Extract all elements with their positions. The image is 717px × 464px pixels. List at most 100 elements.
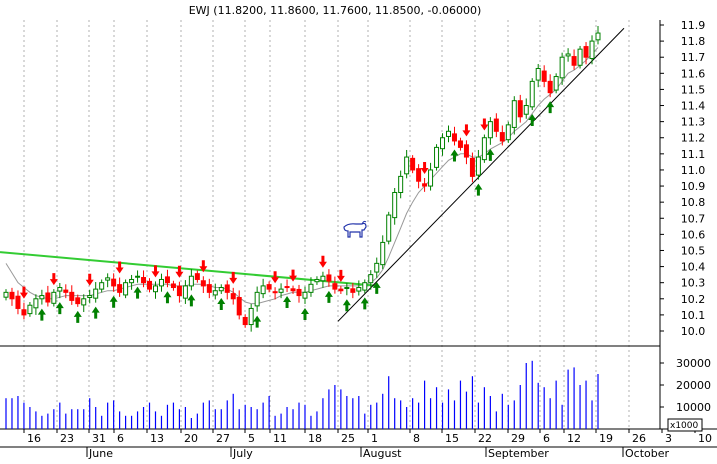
buy-arrow	[474, 183, 483, 196]
candle	[595, 25, 601, 45]
candle	[547, 74, 553, 98]
date-tick-label: 27	[216, 432, 230, 445]
buy-arrow	[163, 291, 172, 304]
candle-body	[595, 32, 601, 41]
candle-body	[463, 144, 469, 158]
candle	[511, 96, 517, 135]
candle-body	[535, 67, 541, 81]
candle-body	[356, 287, 362, 292]
candle-body	[499, 132, 505, 142]
candles-layer	[3, 25, 601, 332]
candle	[571, 49, 577, 70]
candle	[529, 78, 535, 111]
candle-body	[218, 287, 224, 292]
candle-body	[15, 295, 21, 309]
price-tick-label: 11.6	[681, 67, 706, 80]
candle	[344, 283, 350, 296]
candle-body	[33, 298, 39, 309]
buy-arrow	[109, 295, 118, 308]
candle	[380, 235, 386, 270]
candle	[422, 178, 428, 192]
bull-icon	[343, 220, 367, 238]
trend-lines-layer	[0, 27, 625, 322]
candle-body	[260, 285, 266, 295]
candle	[541, 65, 547, 88]
candle-body	[589, 40, 595, 59]
candle-body	[529, 80, 535, 108]
candle-body	[164, 276, 170, 284]
price-tick-label: 10.5	[681, 244, 706, 257]
candle	[176, 281, 182, 303]
chart-frame	[0, 20, 717, 448]
candle	[39, 289, 45, 305]
candle	[266, 281, 272, 293]
candle	[589, 35, 595, 65]
candle	[505, 121, 511, 143]
candle	[147, 278, 153, 293]
candle-body	[380, 241, 386, 266]
candle	[386, 211, 392, 245]
buy-arrow	[528, 114, 537, 127]
candle	[559, 52, 565, 85]
sell-arrow	[49, 273, 58, 286]
candle-body	[314, 278, 320, 283]
sell-arrow	[271, 271, 280, 284]
candle-body	[457, 140, 463, 148]
candle-body	[206, 284, 212, 293]
candle	[565, 48, 571, 62]
candle-body	[129, 278, 135, 284]
candle-body	[344, 287, 350, 290]
candle	[272, 287, 278, 300]
buy-arrow	[73, 310, 82, 323]
date-tick-label: 16	[27, 432, 41, 445]
candle-body	[332, 283, 338, 290]
candle	[499, 125, 505, 146]
candle	[410, 155, 416, 174]
candle	[75, 294, 81, 307]
candle-body	[176, 285, 182, 297]
candle-body	[392, 191, 398, 219]
candle-body	[182, 285, 188, 299]
candle-body	[117, 284, 123, 293]
buy-arrow	[55, 302, 64, 315]
price-tick-label: 11.9	[681, 19, 706, 32]
candle	[523, 98, 529, 119]
candle-body	[481, 137, 487, 161]
up-trend-line	[337, 27, 625, 322]
chart-title: EWJ (11.8200, 11.8600, 11.7600, 11.8500,…	[189, 4, 482, 17]
candle	[260, 278, 266, 299]
candle-body	[374, 262, 380, 273]
price-tick-label: 11.7	[681, 51, 706, 64]
candle	[469, 152, 475, 183]
candle	[362, 279, 368, 294]
candle-body	[362, 282, 368, 291]
candle	[188, 269, 194, 291]
price-tick-label: 10.2	[681, 293, 706, 306]
candle-body	[416, 168, 422, 182]
candle-body	[188, 275, 194, 287]
price-tick-label: 10.0	[681, 325, 706, 338]
candle-body	[571, 56, 577, 66]
candle	[236, 290, 242, 320]
candle-body	[517, 100, 523, 118]
moving-average-line	[5, 47, 599, 305]
candle	[111, 273, 117, 292]
candle-body	[254, 291, 260, 307]
sell-arrow	[115, 261, 124, 274]
price-tick-label: 10.6	[681, 228, 706, 241]
buy-arrow	[342, 299, 351, 312]
date-tick-label: 15	[445, 432, 459, 445]
date-tick-label: 13	[150, 432, 164, 445]
candle-body	[212, 290, 218, 296]
date-tick-label: 12	[567, 432, 581, 445]
candle-body	[135, 275, 141, 278]
price-tick-label: 11.1	[681, 148, 706, 161]
candle-body	[326, 274, 332, 282]
candle	[374, 257, 380, 278]
candle-body	[39, 295, 45, 300]
volume-tick-label: 20000	[676, 379, 711, 392]
candle-body	[170, 283, 176, 289]
price-tick-label: 11.3	[681, 116, 706, 129]
candle	[368, 270, 374, 290]
